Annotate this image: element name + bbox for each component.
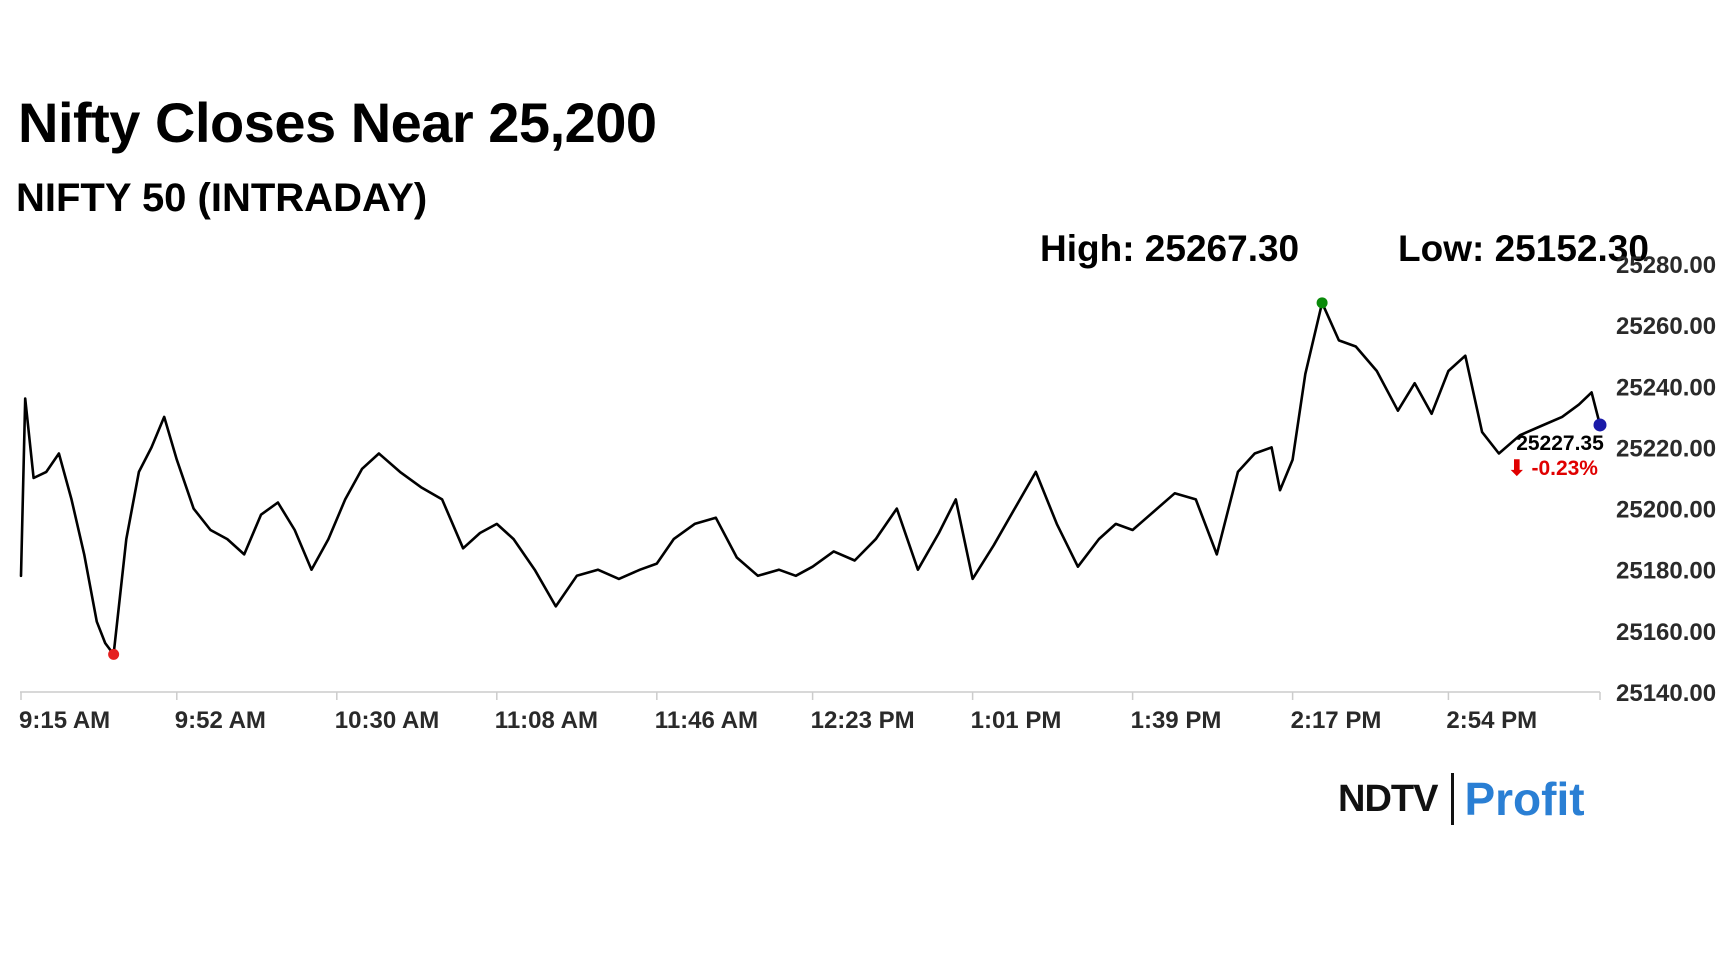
y-tick-label: 25140.00 — [1616, 680, 1716, 707]
x-tick-label: 11:46 AM — [655, 707, 758, 734]
y-tick-label: 25200.00 — [1616, 497, 1716, 524]
logo-divider — [1451, 773, 1455, 825]
y-tick-label: 25260.00 — [1616, 313, 1716, 340]
ndtv-profit-logo: NDTV Profit — [1338, 772, 1585, 826]
ndtv-logo-text: NDTV — [1338, 777, 1438, 820]
chart-title: Nifty Closes Near 25,200 — [18, 91, 657, 154]
day-high-stat: High: 25267.30 — [1040, 228, 1300, 269]
last-price-label: 25227.35 — [1516, 432, 1604, 455]
x-tick-label: 2:17 PM — [1291, 707, 1382, 734]
y-tick-label: 25160.00 — [1616, 619, 1716, 646]
y-axis-ticks: 25140.00 25160.00 25180.00 25200.00 25220.00… — [1616, 252, 1716, 707]
price-series-line — [19, 301, 1602, 656]
x-tick-label: 11:08 AM — [495, 707, 598, 734]
low-marker — [108, 648, 120, 660]
x-tick-label: 1:39 PM — [1131, 707, 1222, 734]
y-tick-label: 25180.00 — [1616, 558, 1716, 585]
x-tick-label: 9:15 AM — [19, 707, 110, 734]
high-marker — [1316, 297, 1328, 309]
x-tick-label: 10:30 AM — [335, 707, 439, 734]
chart-subtitle: NIFTY 50 (INTRADAY) — [16, 176, 428, 220]
x-tick-label: 1:01 PM — [971, 707, 1062, 734]
x-tick-label: 2:54 PM — [1446, 707, 1537, 734]
profit-logo-text: Profit — [1464, 773, 1585, 825]
y-tick-label: 25220.00 — [1616, 435, 1716, 462]
y-tick-label: 25280.00 — [1616, 252, 1716, 279]
x-tick-label: 12:23 PM — [811, 707, 915, 734]
last-price-marker — [1593, 418, 1607, 432]
day-low-stat: Low: 25152.30 — [1398, 228, 1649, 269]
y-tick-label: 25240.00 — [1616, 374, 1716, 401]
x-axis-ticks: 9:15 AM 9:52 AM 10:30 AM 11:08 AM 11:46 AM 12… — [19, 692, 1601, 734]
x-tick-label: 9:52 AM — [175, 707, 266, 734]
change-percent-label: ⬇ -0.23% — [1508, 457, 1598, 480]
